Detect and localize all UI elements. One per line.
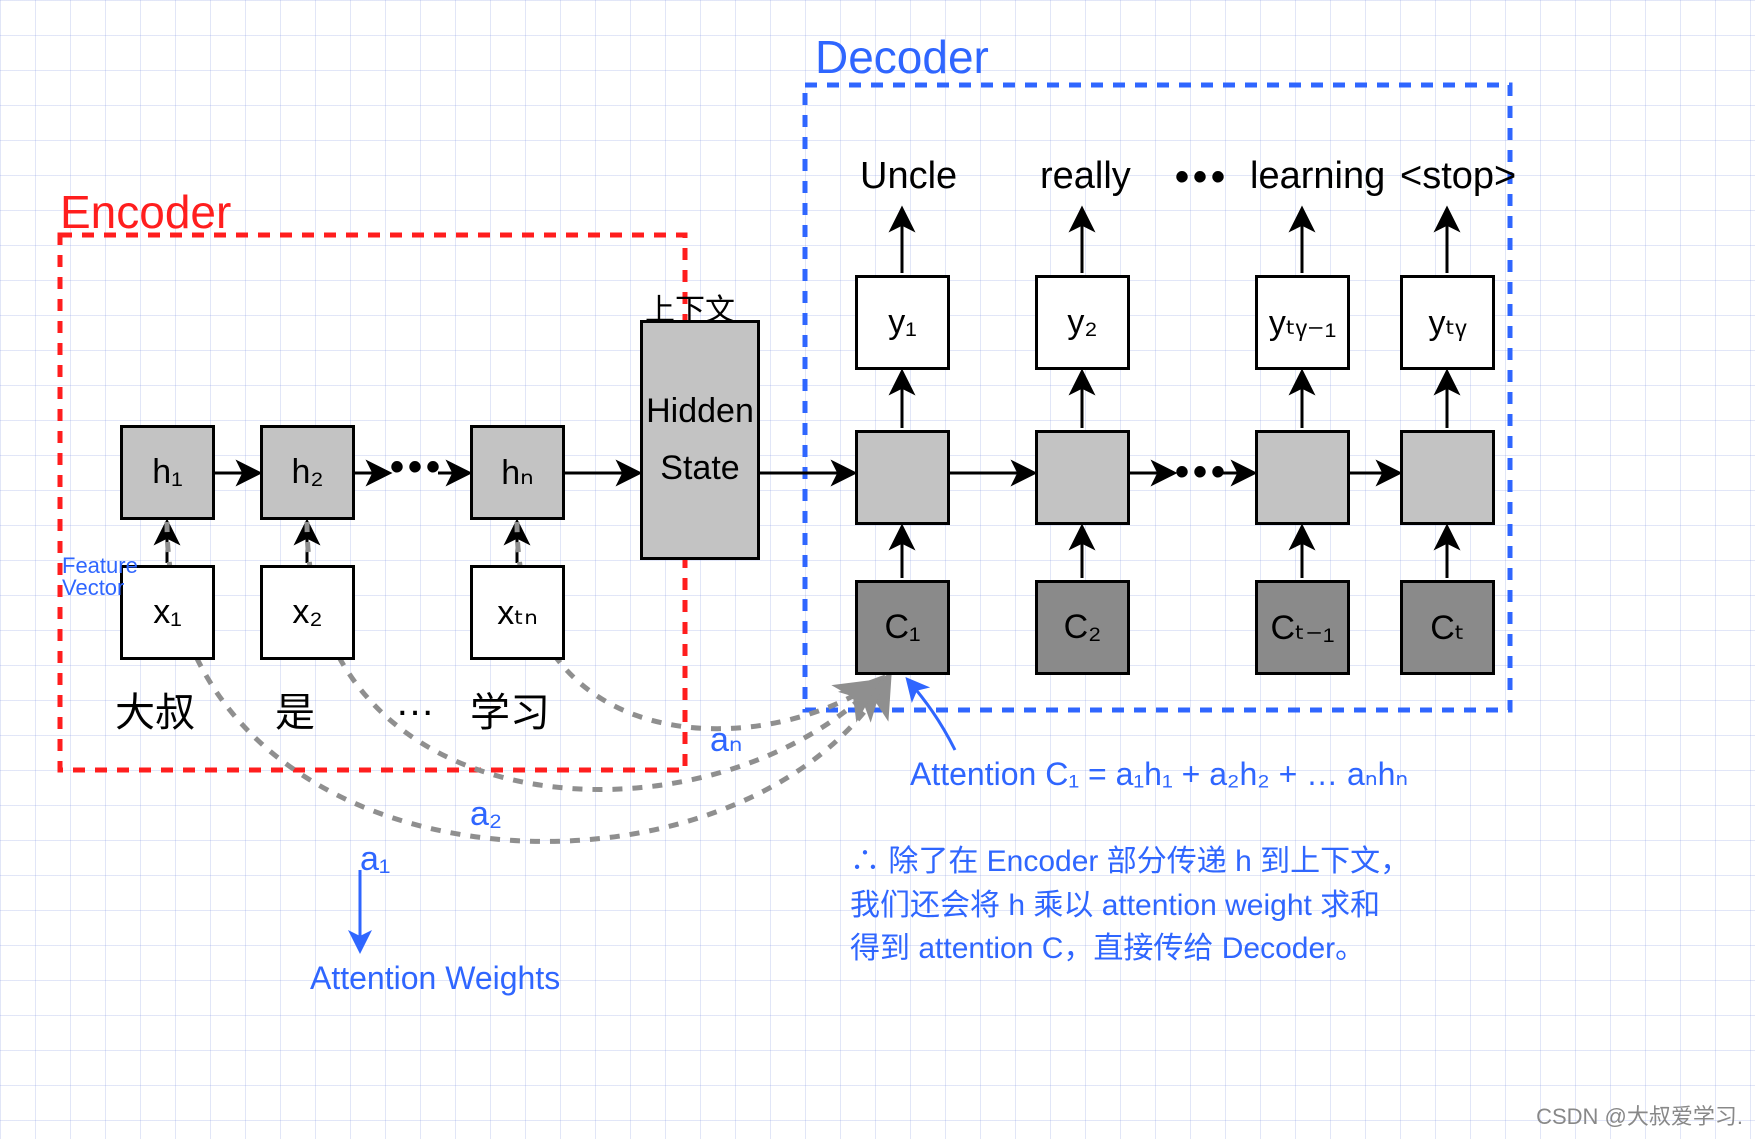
decoder-word-dots: ••• bbox=[1175, 155, 1229, 200]
attention-label-a2: a₂ bbox=[470, 795, 502, 834]
decoder-s2 bbox=[1255, 430, 1350, 525]
decoder-c3-label: Cₜ bbox=[1430, 608, 1465, 648]
hidden-state-box: Hidden State bbox=[640, 320, 760, 560]
attention-weights-label: Attention Weights bbox=[310, 960, 560, 997]
decoder-word-3: learning bbox=[1250, 155, 1385, 198]
encoder-h2-label: h₂ bbox=[291, 453, 323, 492]
decoder-y3-label: yₜᵧ bbox=[1429, 303, 1467, 343]
decoder-s1 bbox=[1035, 430, 1130, 525]
decoder-s-dots: ••• bbox=[1175, 450, 1229, 495]
attention-label-an: aₙ bbox=[710, 720, 742, 760]
encoder-xtn: xₜₙ bbox=[470, 565, 565, 660]
encoder-x1-label: x₁ bbox=[153, 593, 181, 632]
decoder-word-4: <stop> bbox=[1400, 155, 1516, 198]
attention-label-a1: a₁ bbox=[360, 840, 390, 879]
decoder-c2-label: Cₜ₋₁ bbox=[1271, 608, 1335, 648]
encoder-title: Encoder bbox=[60, 185, 231, 239]
decoder-y2: yₜᵧ₋₁ bbox=[1255, 275, 1350, 370]
encoder-dots: ••• bbox=[390, 445, 444, 490]
attention-notes: ∴ 除了在 Encoder 部分传递 h 到上下文，我们还会将 h 乘以 att… bbox=[850, 840, 1410, 971]
encoder-xtn-label: xₜₙ bbox=[497, 593, 538, 633]
decoder-s0 bbox=[855, 430, 950, 525]
decoder-y0: y₁ bbox=[855, 275, 950, 370]
encoder-h2: h₂ bbox=[260, 425, 355, 520]
c1-annotation-arrow bbox=[908, 680, 955, 750]
feature-vector-label: FeatureVector bbox=[62, 555, 138, 599]
watermark: CSDN @大叔爱学习. bbox=[1536, 1099, 1743, 1131]
decoder-y2-label: yₜᵧ₋₁ bbox=[1269, 303, 1336, 343]
encoder-hn-label: hₙ bbox=[501, 453, 533, 493]
encoder-word-0: 大叔 bbox=[115, 680, 195, 738]
decoder-c1: C₂ bbox=[1035, 580, 1130, 675]
encoder-x2-label: x₂ bbox=[292, 593, 322, 632]
encoder-word-2: … bbox=[395, 680, 435, 725]
decoder-word-1: really bbox=[1040, 155, 1131, 198]
encoder-x2: x₂ bbox=[260, 565, 355, 660]
decoder-c0: C₁ bbox=[855, 580, 950, 675]
encoder-word-3: 学习 bbox=[470, 680, 550, 738]
attention-formula: Attention C₁ = a₁h₁ + a₂h₂ + … aₙhₙ bbox=[910, 755, 1408, 793]
encoder-word-1: 是 bbox=[275, 680, 315, 738]
encoder-hn: hₙ bbox=[470, 425, 565, 520]
decoder-word-0: Uncle bbox=[860, 155, 957, 198]
hidden-state-line1: Hidden bbox=[646, 392, 754, 431]
decoder-c1-label: C₂ bbox=[1064, 608, 1102, 647]
attention-curve-a2 bbox=[307, 522, 880, 790]
decoder-y0-label: y₁ bbox=[888, 303, 916, 342]
encoder-h1: h₁ bbox=[120, 425, 215, 520]
encoder-h1-label: h₁ bbox=[152, 453, 182, 492]
diagram-canvas: Encoder Decoder h₁ h₂ hₙ ••• x₁ x₂ xₜₙ 大… bbox=[0, 0, 1755, 1139]
hidden-state-line2: State bbox=[660, 449, 739, 488]
decoder-s3 bbox=[1400, 430, 1495, 525]
decoder-c3: Cₜ bbox=[1400, 580, 1495, 675]
decoder-y3: yₜᵧ bbox=[1400, 275, 1495, 370]
decoder-y1-label: y₂ bbox=[1067, 303, 1097, 342]
decoder-c2: Cₜ₋₁ bbox=[1255, 580, 1350, 675]
decoder-title: Decoder bbox=[815, 30, 989, 84]
decoder-c0-label: C₁ bbox=[884, 608, 920, 647]
decoder-y1: y₂ bbox=[1035, 275, 1130, 370]
